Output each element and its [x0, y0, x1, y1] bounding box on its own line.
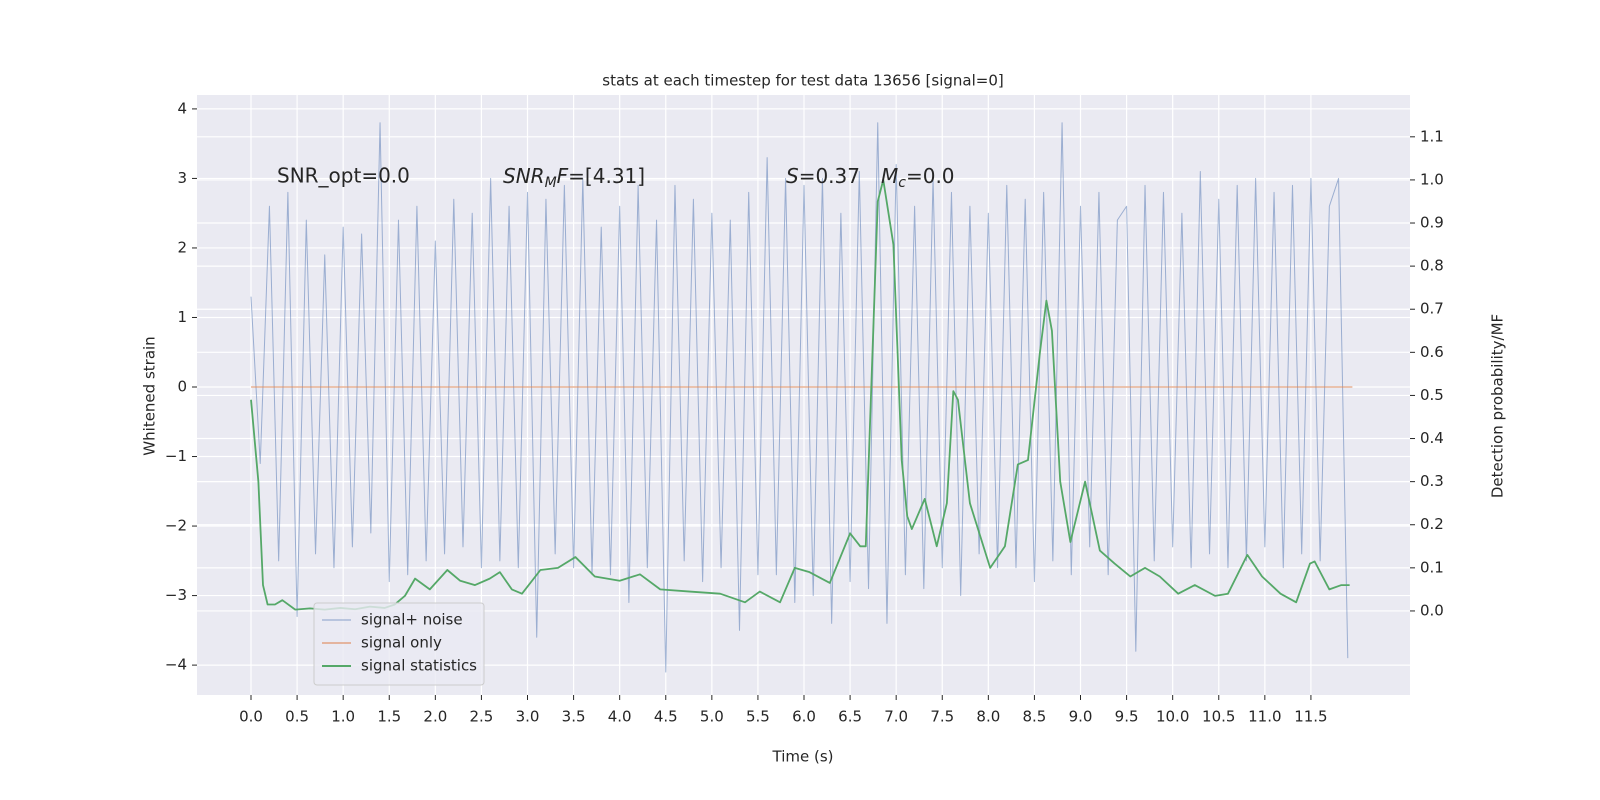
annotation-part: =[4.31]	[568, 164, 645, 188]
series-line	[250, 122, 1349, 673]
annotation-part: c	[898, 175, 906, 191]
annotation-part: M	[881, 164, 898, 188]
y-tick-label: 4	[177, 99, 187, 117]
annotation: Mc=0.0	[881, 164, 955, 192]
annotation-part: M	[545, 175, 557, 191]
annotation-part: =0.0	[906, 164, 955, 188]
y-tick-label: −3	[165, 586, 187, 604]
x-tick-label: 7.0	[884, 708, 908, 726]
y2-tick-label: 0.6	[1420, 343, 1444, 361]
y-tick-label: 3	[177, 169, 187, 187]
x-tick-label: 8.0	[976, 708, 1000, 726]
y2-tick-label: 0.3	[1420, 472, 1444, 490]
y2-tick-label: 0.2	[1420, 515, 1444, 533]
ticks: 0.0 0.5 1.0 1.5 2.0 2.5 3.0 3.5 4.0 4.5 5.0 5.5 6.0 6…	[165, 99, 1444, 725]
y-axis-label: Whitened strain	[141, 336, 159, 455]
x-tick-label: 1.5	[377, 708, 401, 726]
legend-label: signal+ noise	[361, 611, 463, 629]
y2-tick-label: 0.8	[1420, 257, 1444, 275]
legend-box	[313, 602, 485, 686]
marks	[250, 122, 1353, 673]
y2-axis-label: Detection probability/MF	[1489, 314, 1507, 498]
legend: signal+ noise signal only signal statistic…	[313, 602, 485, 686]
legend-label: signal only	[361, 634, 442, 652]
annotation-part: S	[786, 164, 799, 188]
x-tick-label: 3.5	[562, 708, 586, 726]
x-tick-label: 0.0	[239, 708, 263, 726]
annotation: S=0.37	[786, 164, 860, 188]
annotation-part: SNR	[503, 164, 545, 188]
y-tick-label: −2	[165, 517, 187, 535]
x-tick-label: 9.0	[1069, 708, 1093, 726]
grid	[197, 95, 1410, 695]
y2-tick-label: 1.1	[1420, 127, 1444, 145]
y-tick-label: 0	[177, 378, 187, 396]
x-tick-label: 2.5	[469, 708, 493, 726]
x-tick-label: 0.5	[285, 708, 309, 726]
x-tick-label: 4.0	[608, 708, 632, 726]
x-axis-label: Time (s)	[772, 748, 834, 766]
x-tick-label: 1.0	[331, 708, 355, 726]
y2-tick-label: 0.7	[1420, 300, 1444, 318]
x-tick-label: 5.5	[746, 708, 770, 726]
x-tick-label: 10.5	[1202, 708, 1235, 726]
annotation-part: F	[557, 164, 569, 188]
x-tick-label: 5.0	[700, 708, 724, 726]
y2-tick-label: 0.4	[1420, 429, 1444, 447]
y-tick-label: 1	[177, 308, 187, 326]
annotation: SNR_opt=0.0	[277, 164, 410, 188]
y-tick-label: −4	[165, 656, 187, 674]
series-line	[250, 179, 1350, 611]
x-tick-label: 2.0	[423, 708, 447, 726]
x-tick-label: 11.5	[1294, 708, 1327, 726]
y2-tick-label: 0.9	[1420, 214, 1444, 232]
y-tick-label: −1	[165, 447, 187, 465]
x-tick-label: 6.5	[838, 708, 862, 726]
x-tick-label: 6.0	[792, 708, 816, 726]
x-tick-label: 8.5	[1022, 708, 1046, 726]
y2-tick-label: 0.0	[1420, 601, 1444, 619]
annotation-part: =0.37	[799, 164, 860, 188]
x-tick-label: 7.5	[930, 708, 954, 726]
x-tick-label: 9.5	[1115, 708, 1139, 726]
chart-title: stats at each timestep for test data 136…	[602, 72, 1003, 90]
x-tick-label: 10.0	[1156, 708, 1189, 726]
y-tick-label: 2	[177, 238, 187, 256]
x-tick-label: 11.0	[1248, 708, 1281, 726]
y2-tick-label: 0.5	[1420, 386, 1444, 404]
y2-tick-label: 0.1	[1420, 558, 1444, 576]
x-tick-label: 3.0	[516, 708, 540, 726]
legend-label: signal statistics	[361, 657, 477, 675]
annotation: SNRMF=[4.31]	[503, 164, 645, 192]
x-tick-label: 4.5	[654, 708, 678, 726]
y2-tick-label: 1.0	[1420, 170, 1444, 188]
